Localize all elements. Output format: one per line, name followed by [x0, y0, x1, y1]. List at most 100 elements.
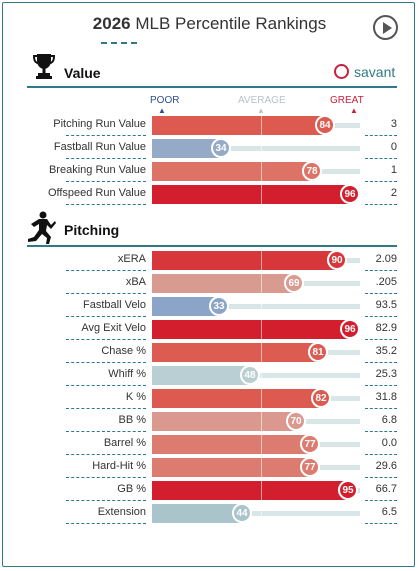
- label-divider: [66, 270, 146, 271]
- label-divider: [66, 181, 146, 182]
- percentile-badge[interactable]: 69: [284, 273, 304, 293]
- metric-value: 0.0: [381, 437, 397, 449]
- percentile-bar: [152, 343, 320, 362]
- metric-value: 29.6: [375, 460, 397, 472]
- percentile-bar: [152, 481, 350, 500]
- metric-value: 35.2: [375, 345, 397, 357]
- savant-logo: savant: [354, 64, 396, 80]
- percentile-badge[interactable]: 77: [300, 434, 320, 454]
- metric-label: Offspeed Run Value: [47, 187, 146, 199]
- percentile-bar: [152, 116, 327, 135]
- page-title: 2026 MLB Percentile Rankings: [0, 14, 419, 34]
- metric-row: Breaking Run Value 78 1: [0, 160, 419, 182]
- percentile-badge[interactable]: 90: [327, 250, 347, 270]
- metric-row: Extension 44 6.5: [0, 502, 419, 524]
- metric-row: Avg Exit Velo 96 82.9: [0, 318, 419, 340]
- percentile-bar: [152, 162, 314, 181]
- metric-value: 31.8: [375, 391, 397, 403]
- metric-value: .205: [375, 276, 397, 288]
- metric-row: K % 82 31.8: [0, 387, 419, 409]
- average-guide-value: [261, 112, 262, 209]
- percentile-bar: [152, 274, 296, 293]
- label-divider: [66, 523, 146, 524]
- percentile-bar: [152, 297, 221, 316]
- value-divider: [365, 477, 397, 478]
- metric-label: Extension: [97, 506, 146, 518]
- value-divider: [365, 500, 397, 501]
- label-divider: [66, 339, 146, 340]
- metric-value: 2: [390, 187, 397, 199]
- metric-label: BB %: [118, 414, 146, 426]
- metric-row: Pitching Run Value 84 3: [0, 114, 419, 136]
- metric-row: BB % 70 6.8: [0, 410, 419, 432]
- metric-value: 3: [390, 118, 397, 130]
- metric-row: GB % 95 66.7: [0, 479, 419, 501]
- metric-value: 6.5: [381, 506, 397, 518]
- section-title-pitching: Pitching: [64, 222, 120, 238]
- metric-label: Fastball Run Value: [53, 141, 146, 153]
- percentile-track: [152, 511, 360, 516]
- value-divider: [365, 293, 397, 294]
- label-divider: [66, 362, 146, 363]
- percentile-track: [152, 304, 360, 309]
- label-divider: [66, 316, 146, 317]
- scale-average-label: AVERAGE: [238, 95, 286, 106]
- percentile-badge[interactable]: 33: [209, 296, 229, 316]
- value-divider: [365, 385, 397, 386]
- label-divider: [66, 385, 146, 386]
- percentile-bar: [152, 435, 312, 454]
- value-divider: [365, 362, 397, 363]
- percentile-badge[interactable]: 96: [340, 319, 360, 339]
- percentile-badge[interactable]: 84: [315, 115, 335, 135]
- metric-label: K %: [125, 391, 146, 403]
- value-divider: [365, 270, 397, 271]
- label-divider: [66, 135, 146, 136]
- percentile-badge[interactable]: 95: [338, 480, 358, 500]
- label-divider: [66, 454, 146, 455]
- percentile-bar: [152, 412, 298, 431]
- metric-label: xBA: [125, 276, 146, 288]
- label-divider: [66, 477, 146, 478]
- percentile-badge[interactable]: 44: [232, 503, 252, 523]
- metric-row: Chase % 81 35.2: [0, 341, 419, 363]
- percentile-bar: [152, 251, 339, 270]
- metric-label: Avg Exit Velo: [81, 322, 146, 334]
- percentile-badge[interactable]: 48: [240, 365, 260, 385]
- percentile-bar: [152, 458, 312, 477]
- percentile-badge[interactable]: 78: [302, 161, 322, 181]
- percentile-badge[interactable]: 77: [300, 457, 320, 477]
- value-divider: [365, 135, 397, 136]
- section-rule-value: [27, 86, 397, 88]
- scale-average-marker: ▲: [257, 106, 265, 115]
- pitcher-icon: [25, 211, 57, 245]
- percentile-badge[interactable]: 82: [311, 388, 331, 408]
- title-year: 2026: [92, 14, 131, 33]
- percentile-bar: [152, 389, 323, 408]
- metric-label: Chase %: [101, 345, 146, 357]
- percentile-bar: [152, 320, 352, 339]
- value-divider: [365, 181, 397, 182]
- metric-label: GB %: [117, 483, 146, 495]
- label-divider: [66, 158, 146, 159]
- percentile-badge[interactable]: 81: [308, 342, 328, 362]
- value-divider: [365, 204, 397, 205]
- metric-label: Pitching Run Value: [53, 118, 146, 130]
- metric-value: 66.7: [375, 483, 397, 495]
- percentile-badge[interactable]: 96: [340, 184, 360, 204]
- percentile-badge[interactable]: 34: [211, 138, 231, 158]
- label-divider: [66, 293, 146, 294]
- metric-label: Fastball Velo: [83, 299, 146, 311]
- percentile-badge[interactable]: 70: [286, 411, 306, 431]
- play-icon[interactable]: [373, 15, 398, 40]
- metric-row: xERA 90 2.09: [0, 249, 419, 271]
- value-divider: [365, 339, 397, 340]
- scale-great-label: GREAT: [330, 95, 364, 106]
- value-divider: [365, 158, 397, 159]
- section-title-value: Value: [64, 65, 101, 81]
- metric-row: xBA 69 .205: [0, 272, 419, 294]
- value-divider: [365, 454, 397, 455]
- percentile-bar: [152, 185, 352, 204]
- metric-label: Whiff %: [108, 368, 146, 380]
- section-rule-pitching: [27, 245, 397, 247]
- scale-poor-marker: ▲: [158, 106, 166, 115]
